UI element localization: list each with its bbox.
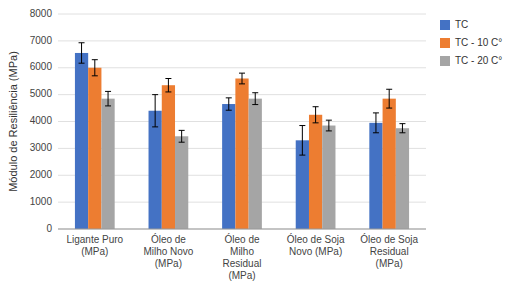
bar: [383, 99, 396, 229]
bar: [162, 85, 175, 229]
legend-label: TC - 10 C°: [455, 37, 502, 48]
legend-label: TC: [455, 19, 468, 30]
bar: [101, 99, 114, 229]
x-tick-label-line: Óleo de Soja: [360, 233, 418, 245]
y-tick-label: 8000: [30, 8, 53, 19]
chart-container: 0 1000 2000 3000 4000 5000 6000 7000 8000 Módulo …: [0, 0, 526, 305]
error-bar: [326, 120, 332, 131]
error-bar: [92, 60, 98, 76]
error-bar: [165, 79, 171, 92]
bar: [249, 99, 262, 229]
legend-swatch: [440, 56, 450, 66]
error-bar: [399, 124, 405, 133]
x-tick-label-line: Óleo de: [224, 233, 259, 245]
error-bar: [313, 107, 319, 123]
bar: [309, 115, 322, 229]
plot-area: [75, 43, 409, 229]
x-tick-label-line: (MPa): [376, 258, 403, 269]
bar: [75, 53, 88, 229]
legend-label: TC - 20 C°: [455, 55, 502, 66]
x-tick-label: Óleo de SojaResidual(MPa): [360, 233, 418, 269]
grid-line: [58, 14, 426, 15]
series-0: [75, 43, 383, 229]
bar: [175, 136, 188, 229]
x-tick-label-line: Novo (MPa): [289, 246, 342, 257]
y-tick-label: 1000: [30, 196, 53, 207]
series-2: [101, 91, 409, 229]
legend-swatch: [440, 20, 450, 30]
bar: [322, 126, 335, 229]
x-tick-label-line: Milho Novo: [143, 246, 193, 257]
x-tick-label-line: (MPa): [81, 246, 108, 257]
x-tick-label: Óleo de SojaNovo (MPa): [287, 233, 345, 257]
x-tick-label-line: Óleo de Soja: [287, 233, 345, 245]
error-bar: [179, 130, 185, 142]
x-tick-label: Ligante Puro(MPa): [66, 234, 123, 257]
bar: [369, 123, 382, 229]
error-bar: [252, 93, 258, 105]
error-bar: [299, 126, 305, 156]
bar: [149, 111, 162, 229]
series-1: [88, 60, 396, 229]
y-tick-label: 7000: [30, 35, 53, 46]
error-bar: [386, 89, 392, 108]
error-bar: [152, 95, 158, 127]
bar: [88, 68, 101, 229]
x-tick-label-line: Ligante Puro: [66, 234, 123, 245]
error-bar: [373, 113, 379, 133]
x-axis-line: [58, 229, 426, 230]
error-bar: [79, 43, 85, 63]
y-tick-label: 5000: [30, 88, 53, 99]
x-tick-label-line: Residual: [370, 246, 409, 257]
grid: [58, 14, 426, 229]
bar: [222, 104, 235, 229]
x-tick-label-line: (MPa): [155, 258, 182, 269]
chart-svg: 0 1000 2000 3000 4000 5000 6000 7000 8000 Módulo …: [0, 0, 526, 305]
grid-line: [58, 40, 426, 41]
y-tick-label: 6000: [30, 61, 53, 72]
x-tick-label: Óleo deMilhoResidual(MPa): [223, 233, 262, 281]
x-tick-label-line: Residual: [223, 258, 262, 269]
x-tick-label-line: Milho: [230, 246, 254, 257]
error-bar: [239, 73, 245, 84]
y-axis-label: Módulo de Resiliência (MPa): [7, 51, 19, 192]
bar: [235, 79, 248, 230]
y-tick-label: 3000: [30, 142, 53, 153]
error-bar: [226, 98, 232, 110]
y-tick-label: 4000: [30, 115, 53, 126]
grid-line: [58, 67, 426, 68]
y-tick-label: 0: [46, 223, 52, 234]
error-bar: [105, 91, 111, 106]
x-tick-label-line: (MPa): [228, 270, 255, 281]
bar: [396, 128, 409, 229]
grid-line: [58, 229, 426, 230]
x-tick-label: Óleo deMilho Novo(MPa): [143, 233, 193, 269]
legend-swatch: [440, 38, 450, 48]
legend: TC TC - 10 C° TC - 20 C°: [440, 19, 502, 66]
x-tick-label-line: Óleo de: [151, 233, 186, 245]
y-tick-label: 2000: [30, 169, 53, 180]
